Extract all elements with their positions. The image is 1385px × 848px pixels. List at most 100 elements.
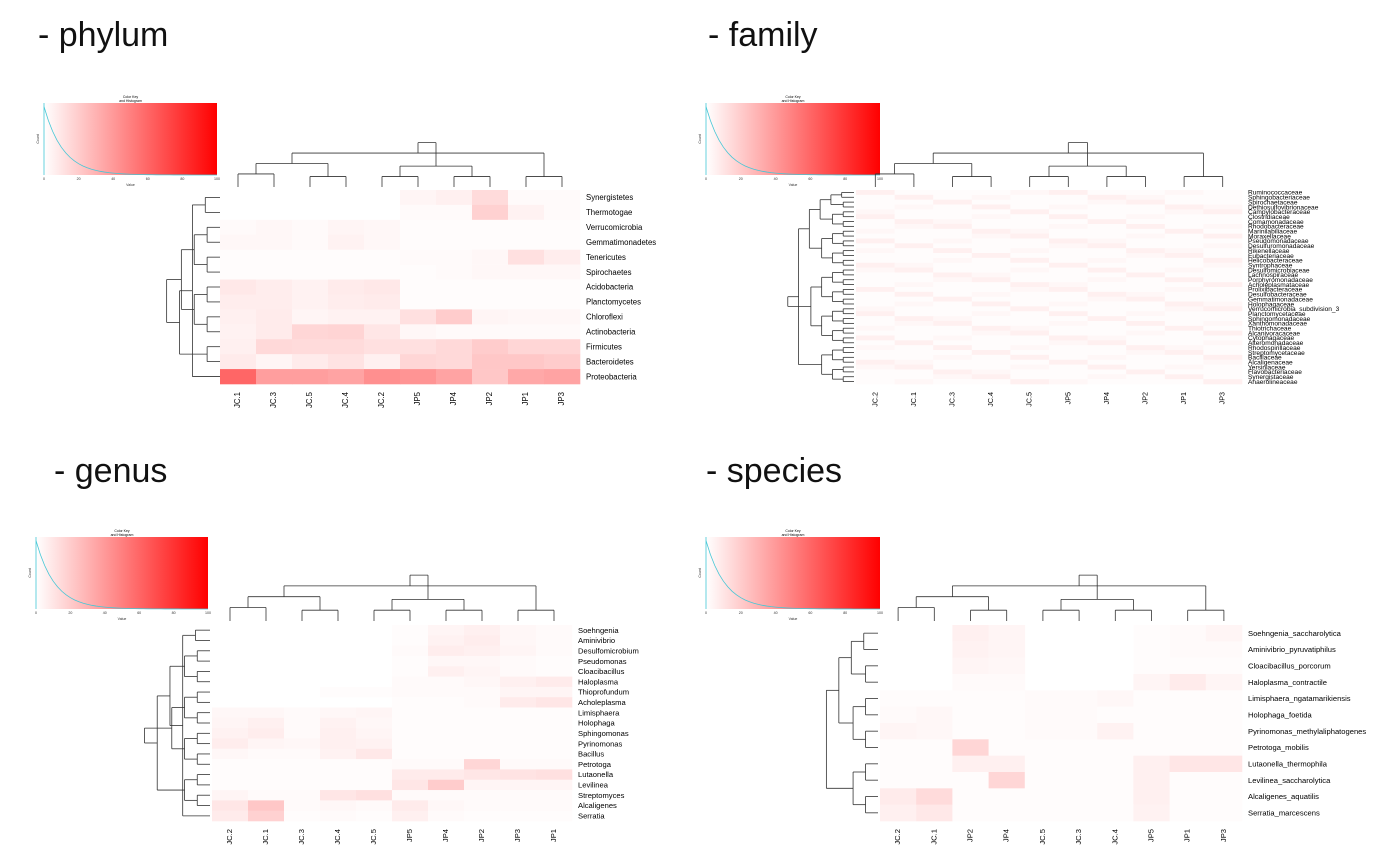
heatmap-cell <box>500 625 537 636</box>
row-label: Chloroflexi <box>586 313 623 322</box>
heatmap-cell <box>328 354 365 370</box>
heatmap-cell <box>971 359 1011 365</box>
color-key-tick: 0 <box>35 611 37 615</box>
row-label: Holophaga <box>578 719 616 728</box>
color-key-tick: 0 <box>43 177 45 181</box>
heatmap-cell <box>1049 248 1088 254</box>
heatmap-cell <box>320 738 357 750</box>
heatmap-cell <box>1049 350 1088 356</box>
heatmap-cell <box>1126 330 1166 336</box>
heatmap-cell <box>1087 330 1127 336</box>
heatmap-cell <box>1010 359 1050 365</box>
heatmap-cell <box>1087 257 1127 264</box>
heatmap-cell <box>1203 291 1243 297</box>
heatmap-cell <box>1010 291 1050 297</box>
row-label: Lutaonella <box>578 770 614 779</box>
heatmap-cell <box>894 287 934 293</box>
heatmap-cell <box>1097 755 1134 773</box>
heatmap-cell <box>1169 657 1207 675</box>
heatmap-cell <box>933 325 973 331</box>
heatmap-cell <box>856 287 895 293</box>
heatmap-cell <box>933 359 973 365</box>
row-label: Bacteroidetes <box>586 357 634 366</box>
heatmap-cell <box>971 272 1011 278</box>
heatmap-cell <box>212 779 249 791</box>
row-label: Yersiniaceae <box>1248 364 1286 371</box>
heatmap-cell <box>933 282 973 288</box>
heatmap-cell <box>1203 325 1243 331</box>
heatmap-cell <box>248 790 285 801</box>
panel-title-genus: - genus <box>54 452 168 490</box>
heatmap-cell <box>1203 262 1243 268</box>
heatmap-cell <box>248 810 285 822</box>
heatmap-cell <box>894 364 934 370</box>
row-label: Pseudomonas <box>578 657 627 666</box>
heatmap-cell <box>428 655 465 667</box>
heatmap-cell <box>971 340 1011 346</box>
heatmap-cell <box>1010 340 1050 346</box>
row-label: Serratia <box>578 812 605 821</box>
heatmap-cell <box>1087 277 1127 283</box>
heatmap-cell <box>1010 335 1050 341</box>
row-label: Cloacibacillus_porcorum <box>1248 661 1331 670</box>
heatmap-cell <box>1203 228 1243 234</box>
heatmap-cell <box>536 655 573 667</box>
column-label: JC.1 <box>909 392 918 407</box>
heatmap-cell <box>364 354 401 370</box>
heatmap-cell <box>1164 340 1204 346</box>
heatmap-cell <box>256 294 293 310</box>
heatmap-cell <box>952 674 989 691</box>
heatmap-cell <box>464 645 501 657</box>
heatmap-cell <box>220 369 257 385</box>
heatmap-cell <box>1087 350 1127 356</box>
heatmap-cell <box>916 788 953 805</box>
heatmap-cell <box>544 324 581 340</box>
row-label: Acidobacteria <box>586 283 634 292</box>
row-label: Bacillus <box>578 750 604 759</box>
heatmap-cell <box>356 810 393 822</box>
heatmap-cell <box>400 249 437 265</box>
heatmap-cell <box>971 330 1011 336</box>
color-key-tick: 60 <box>146 177 150 181</box>
heatmap-cell <box>320 759 357 770</box>
heatmap-cell <box>464 697 501 708</box>
row-label: Sphingobacteriaceae <box>1248 195 1310 202</box>
heatmap-cell <box>1087 209 1127 215</box>
heatmap-cell <box>1126 257 1166 264</box>
heatmap-cell <box>536 759 573 770</box>
heatmap-cell <box>894 194 934 200</box>
heatmap-cell <box>988 772 1026 789</box>
row-label: Thiotrichaceae <box>1248 326 1292 333</box>
heatmap-cell <box>856 262 895 268</box>
row-label: Lachnospiraceae <box>1248 272 1299 279</box>
heatmap-cell <box>212 748 249 760</box>
heatmap-cell <box>464 655 501 667</box>
heatmap-cell <box>1164 301 1204 307</box>
row-label: Gemmatimonadaceae <box>1248 296 1313 303</box>
color-key-title: Color Key <box>114 529 130 533</box>
heatmap-cell <box>1049 335 1088 341</box>
heatmap-cell <box>894 209 934 215</box>
heatmap-cell <box>1164 238 1204 244</box>
heatmap-cell <box>988 723 1026 740</box>
color-key-tick: 40 <box>774 177 778 181</box>
heatmap-cell <box>500 769 537 781</box>
heatmap-cell <box>971 296 1011 302</box>
heatmap-cell <box>392 790 429 801</box>
row-label: Planctomycetes <box>586 298 641 307</box>
heatmap-cell <box>328 324 365 340</box>
row-label: Lutaonella_thermophila <box>1248 759 1328 768</box>
heatmap-cell <box>1164 374 1204 380</box>
heatmap-cell <box>1010 248 1050 254</box>
heatmap-cell <box>1049 311 1088 317</box>
heatmap-cell <box>464 676 501 688</box>
row-label: Alcaligenaceae <box>1248 359 1293 366</box>
heatmap-cell <box>472 249 509 265</box>
row-label: Anaerolineaceae <box>1248 379 1298 386</box>
row-label: Thioprofundum <box>578 688 629 697</box>
heatmap-cell <box>856 311 895 317</box>
column-label: JP3 <box>513 829 522 842</box>
heatmap-cell <box>536 625 573 636</box>
heatmap-cell <box>1126 238 1166 244</box>
heatmap-cell <box>1087 369 1127 375</box>
